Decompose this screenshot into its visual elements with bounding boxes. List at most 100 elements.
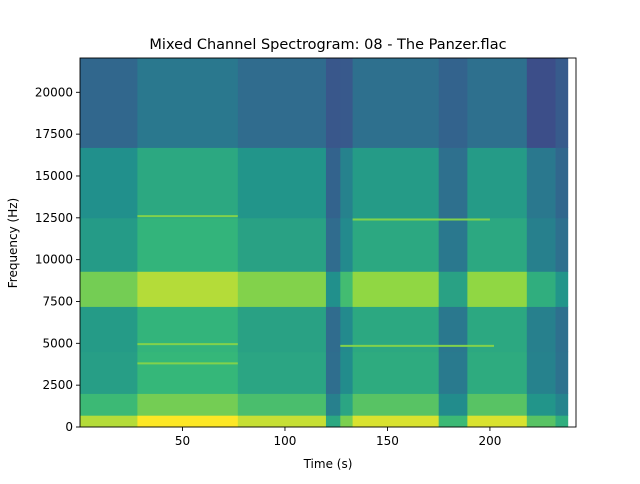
heatmap-cell [467, 271, 528, 307]
heatmap-cell [467, 393, 528, 416]
heatmap-cell [555, 217, 569, 272]
heatmap-cell [137, 58, 239, 148]
heatmap-cell [352, 217, 440, 272]
heatmap-cell [237, 58, 327, 148]
y-tick-label: 7500 [42, 294, 73, 308]
heatmap-cell [340, 306, 353, 353]
heatmap-cell [555, 393, 569, 416]
heatmap-cell [237, 271, 327, 307]
x-axis-label: Time (s) [303, 457, 353, 471]
y-tick-label: 15000 [35, 169, 73, 183]
heatmap-cell [340, 271, 353, 307]
heatmap-cell [467, 58, 528, 148]
heatmap-cell [340, 393, 353, 416]
heatmap-cell [137, 351, 239, 394]
heatmap-cell [137, 393, 239, 416]
heatmap-cell [237, 217, 327, 272]
heatmap-cell [352, 351, 440, 394]
heatmap-cell [237, 306, 327, 353]
chart-title: Mixed Channel Spectrogram: 08 - The Panz… [149, 37, 506, 53]
x-axis: 50 100 150 200 [175, 427, 501, 448]
y-tick-label: 20000 [35, 85, 73, 99]
heatmap-cell [526, 306, 556, 353]
heatmap-cell [352, 147, 440, 219]
heatmap-cell [137, 147, 239, 219]
tonal-lines [137, 215, 495, 365]
heatmap-cell [325, 271, 341, 307]
heatmap-cell [555, 351, 569, 394]
y-axis: 0 2500 5000 7500 10000 12500 15000 17500 20000 [35, 85, 80, 434]
heatmap-cell [352, 271, 440, 307]
heatmap-cell [237, 393, 327, 416]
heatmap-cell [467, 415, 528, 428]
heatmap-cell [80, 306, 138, 353]
heatmap-cell [80, 415, 138, 428]
heatmap-cell [526, 217, 556, 272]
heatmap-cell [526, 147, 556, 219]
heatmap-cell [80, 393, 138, 416]
y-axis-label: Frequency (Hz) [6, 198, 20, 289]
x-tick-label: 150 [376, 434, 399, 448]
heatmap-cell [80, 351, 138, 394]
heatmap-cell [80, 58, 138, 148]
heatmap-cell [555, 147, 569, 219]
heatmap-cell [325, 217, 341, 272]
heatmap-cell [237, 415, 327, 428]
heatmap-cell [526, 351, 556, 394]
heatmap-cell [325, 306, 341, 353]
heatmap-cell [555, 415, 569, 428]
heatmap-cell [325, 415, 341, 428]
y-tick-label: 0 [65, 420, 73, 434]
heatmap-cell [467, 217, 528, 272]
heatmap-cell [340, 217, 353, 272]
heatmap-cell [325, 393, 341, 416]
heatmap-cell [526, 271, 556, 307]
heatmap-cell [80, 217, 138, 272]
y-tick-label: 10000 [35, 253, 73, 267]
x-tick-label: 100 [274, 434, 297, 448]
y-tick-label: 5000 [42, 336, 73, 350]
heatmap-cell [526, 393, 556, 416]
axes-frame [79, 57, 577, 428]
heatmap-cell [555, 271, 569, 307]
heatmap-cell [467, 351, 528, 394]
heatmap-cell [438, 217, 468, 272]
heatmap-cell [438, 415, 468, 428]
heatmap-cell [352, 415, 440, 428]
y-tick-label: 12500 [35, 211, 73, 225]
heatmap-cell [467, 147, 528, 219]
heatmap-cell [137, 271, 239, 307]
heatmap-cell [352, 306, 440, 353]
heatmap-cell [467, 306, 528, 353]
heatmap-cell [325, 351, 341, 394]
heatmap-cell [438, 147, 468, 219]
heatmap-cell [80, 271, 138, 307]
x-tick-label: 50 [175, 434, 190, 448]
heatmap-cell [352, 58, 440, 148]
heatmap-cell [137, 415, 239, 428]
heatmap-cell [438, 58, 468, 148]
heatmap-cell [237, 351, 327, 394]
heatmap-cell [325, 147, 341, 219]
heatmap-cell [438, 393, 468, 416]
y-tick-label: 2500 [42, 378, 73, 392]
heatmap-cell [526, 58, 556, 148]
heatmap-cell [340, 351, 353, 394]
heatmap-cell [438, 351, 468, 394]
heatmap-cell [555, 306, 569, 353]
heatmap-cell [340, 415, 353, 428]
heatmap-cell [526, 415, 556, 428]
heatmap-cell [237, 147, 327, 219]
heatmap-cell [340, 147, 353, 219]
heatmap-cell [80, 147, 138, 219]
x-tick-label: 200 [478, 434, 501, 448]
heatmap-cell [352, 393, 440, 416]
heatmap-cell [137, 217, 239, 272]
heatmap-cell [438, 271, 468, 307]
y-tick-label: 17500 [35, 127, 73, 141]
heatmap-cell [555, 58, 569, 148]
heatmap-cell [325, 58, 341, 148]
heatmap-cell [137, 306, 239, 353]
